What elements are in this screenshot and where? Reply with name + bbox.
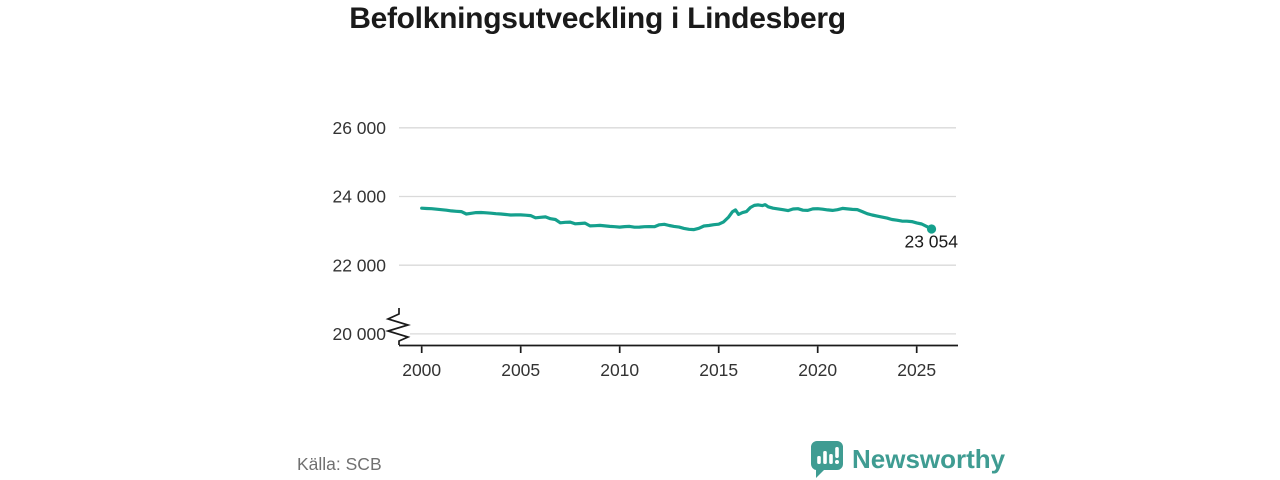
x-tick-label: 2025 — [897, 360, 936, 380]
y-tick-label: 22 000 — [332, 255, 386, 275]
end-point-dot — [926, 224, 937, 234]
x-tick-label: 2015 — [699, 360, 738, 380]
y-tick-label: 26 000 — [332, 118, 386, 138]
newsworthy-logo: Newsworthy — [810, 441, 1005, 478]
x-tick-label: 2020 — [798, 360, 837, 380]
x-tick-label: 2005 — [501, 360, 540, 380]
source-label: Källa: SCB — [297, 454, 382, 474]
y-tick-label: 24 000 — [332, 187, 386, 207]
end-value-label: 23 054 — [904, 232, 958, 252]
series-line — [420, 203, 934, 232]
x-tick-label: 2000 — [402, 360, 441, 380]
newsworthy-wordmark: Newsworthy — [852, 444, 1006, 474]
newsworthy-logo-icon — [811, 441, 843, 478]
y-tick-label: 20 000 — [332, 324, 386, 344]
axis-break-icon — [385, 308, 411, 345]
chart-title: Befolkningsutveckling i Lindesberg — [349, 2, 846, 35]
x-tick-label: 2010 — [600, 360, 639, 380]
